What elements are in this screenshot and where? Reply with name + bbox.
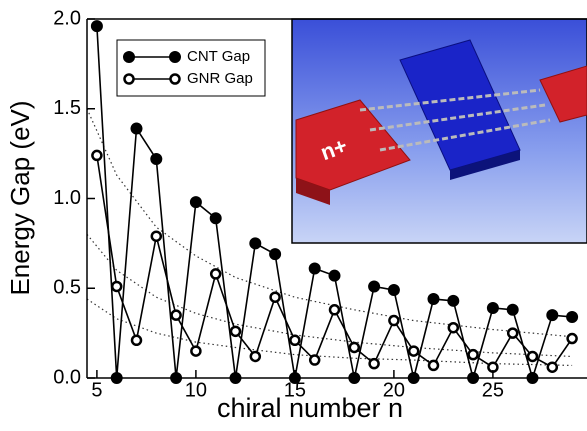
legend-box <box>116 39 266 97</box>
data-point <box>546 309 559 322</box>
data-point <box>308 354 321 366</box>
data-point <box>526 350 539 363</box>
data-point <box>348 341 361 354</box>
data-point <box>170 309 182 321</box>
y-tick-label: 1.0 <box>53 187 81 209</box>
y-tick-label: 2.0 <box>53 7 81 29</box>
data-point <box>368 357 380 370</box>
data-point <box>90 20 103 33</box>
legend-label: CNT Gap <box>187 48 250 65</box>
data-point <box>467 348 479 361</box>
data-point <box>209 268 222 280</box>
legend-label: GNR Gap <box>187 70 253 87</box>
data-point <box>566 332 578 345</box>
data-point <box>566 310 579 323</box>
inset-contact <box>295 99 411 191</box>
inset-contact-side <box>296 178 330 205</box>
legend-marker <box>123 73 135 85</box>
x-tick-label: 10 <box>185 379 207 401</box>
inset-contact <box>539 65 587 123</box>
data-point <box>91 149 103 162</box>
data-point <box>209 212 222 225</box>
y-tick-label: 0.5 <box>53 277 81 299</box>
y-tick-label: 0.0 <box>53 366 81 388</box>
data-point <box>150 230 163 242</box>
inset-gate-side <box>450 150 520 180</box>
x-axis-label: chiral number n <box>217 393 403 423</box>
data-point <box>506 327 519 339</box>
data-point <box>269 248 282 261</box>
legend-marker <box>169 73 181 85</box>
data-point <box>328 304 341 316</box>
data-point <box>189 196 202 209</box>
x-tick-label: 15 <box>284 379 306 401</box>
inset-ribbon <box>359 88 551 152</box>
data-point <box>249 350 262 363</box>
legend-marker <box>169 51 181 63</box>
y-axis-label: Energy Gap (eV) <box>5 100 35 295</box>
data-point <box>486 301 499 314</box>
data-point <box>110 280 123 293</box>
data-point <box>427 293 440 306</box>
legend: CNT Gap GNR Gap <box>116 39 266 97</box>
data-point <box>506 303 519 316</box>
x-tick-label: 5 <box>91 379 102 401</box>
data-point <box>368 280 381 293</box>
data-point <box>269 291 281 303</box>
data-point <box>388 314 400 327</box>
data-point <box>130 122 143 135</box>
plot-area <box>86 20 579 384</box>
x-tick-label: 25 <box>482 379 504 401</box>
data-point <box>229 325 242 338</box>
data-point <box>308 262 321 275</box>
data-point <box>249 237 262 250</box>
data-point <box>546 361 559 373</box>
data-point <box>427 359 440 372</box>
data-point <box>328 269 341 282</box>
data-point <box>130 334 143 347</box>
data-point <box>289 334 301 347</box>
data-point <box>190 345 202 357</box>
data-point <box>447 294 460 307</box>
data-point <box>150 153 163 166</box>
reference-curve <box>86 234 573 358</box>
inset-image: n+ <box>291 18 587 244</box>
data-point <box>407 345 420 357</box>
y-tick-label: 1.5 <box>53 97 81 119</box>
data-point <box>447 321 460 334</box>
data-point <box>387 284 400 297</box>
legend-marker <box>123 51 135 63</box>
x-tick-label: 20 <box>383 379 405 401</box>
